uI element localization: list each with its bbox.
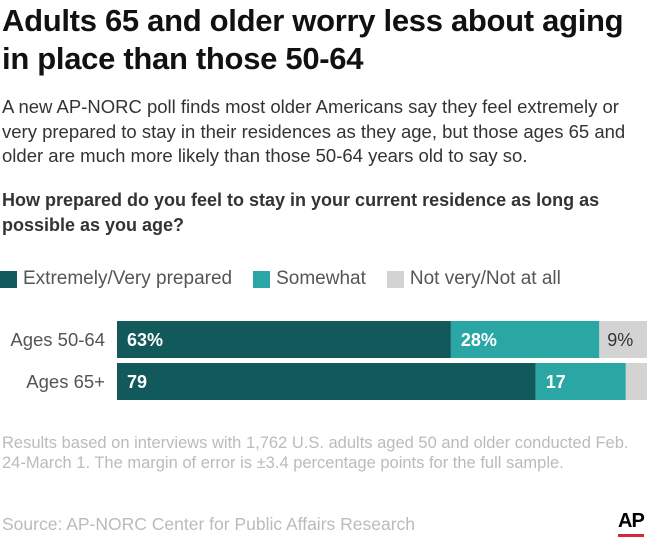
ap-logo: AP <box>618 510 646 537</box>
bar-segment <box>117 363 536 400</box>
legend-item: Not very/Not at all <box>386 268 561 290</box>
bar-segment <box>117 321 451 358</box>
ap-logo-underline <box>618 534 644 537</box>
category-label: Ages 50-64 <box>10 329 105 350</box>
source-note: Source: AP-NORC Center for Public Affair… <box>2 514 416 534</box>
data-label: 9% <box>607 330 633 350</box>
data-label: 17 <box>546 372 566 392</box>
legend-item: Extremely/Very prepared <box>0 268 232 290</box>
legend-label: Extremely/Very prepared <box>23 268 233 289</box>
bar-segment <box>450 321 600 358</box>
bar-chart: Ages 50-64 63% 28% 9% Ages 65+ 79 17 <box>10 321 647 400</box>
legend-swatch <box>253 270 271 288</box>
bar-segment <box>599 321 647 358</box>
chart-subtitle: A new AP-NORC poll finds most older Amer… <box>2 96 626 166</box>
data-label: 63% <box>127 330 163 350</box>
legend-swatch <box>386 270 404 288</box>
legend-label: Not very/Not at all <box>409 268 561 289</box>
bar-segment <box>625 363 647 400</box>
legend-swatch <box>0 270 17 288</box>
category-label: Ages 65+ <box>26 371 105 392</box>
ap-logo-text: AP <box>618 510 645 532</box>
footnote: Results based on interviews with 1,762 U… <box>2 434 629 472</box>
legend: Extremely/Very prepared Somewhat Not very/… <box>0 268 582 290</box>
legend-label: Somewhat <box>276 268 366 289</box>
bar-segment <box>535 363 626 400</box>
legend-item: Somewhat <box>253 268 366 290</box>
chart-title: Adults 65 and older worry less about agi… <box>2 3 624 76</box>
data-label: 28% <box>461 330 497 350</box>
data-label: 79 <box>127 372 147 392</box>
survey-question: How prepared do you feel to stay in your… <box>2 190 600 235</box>
